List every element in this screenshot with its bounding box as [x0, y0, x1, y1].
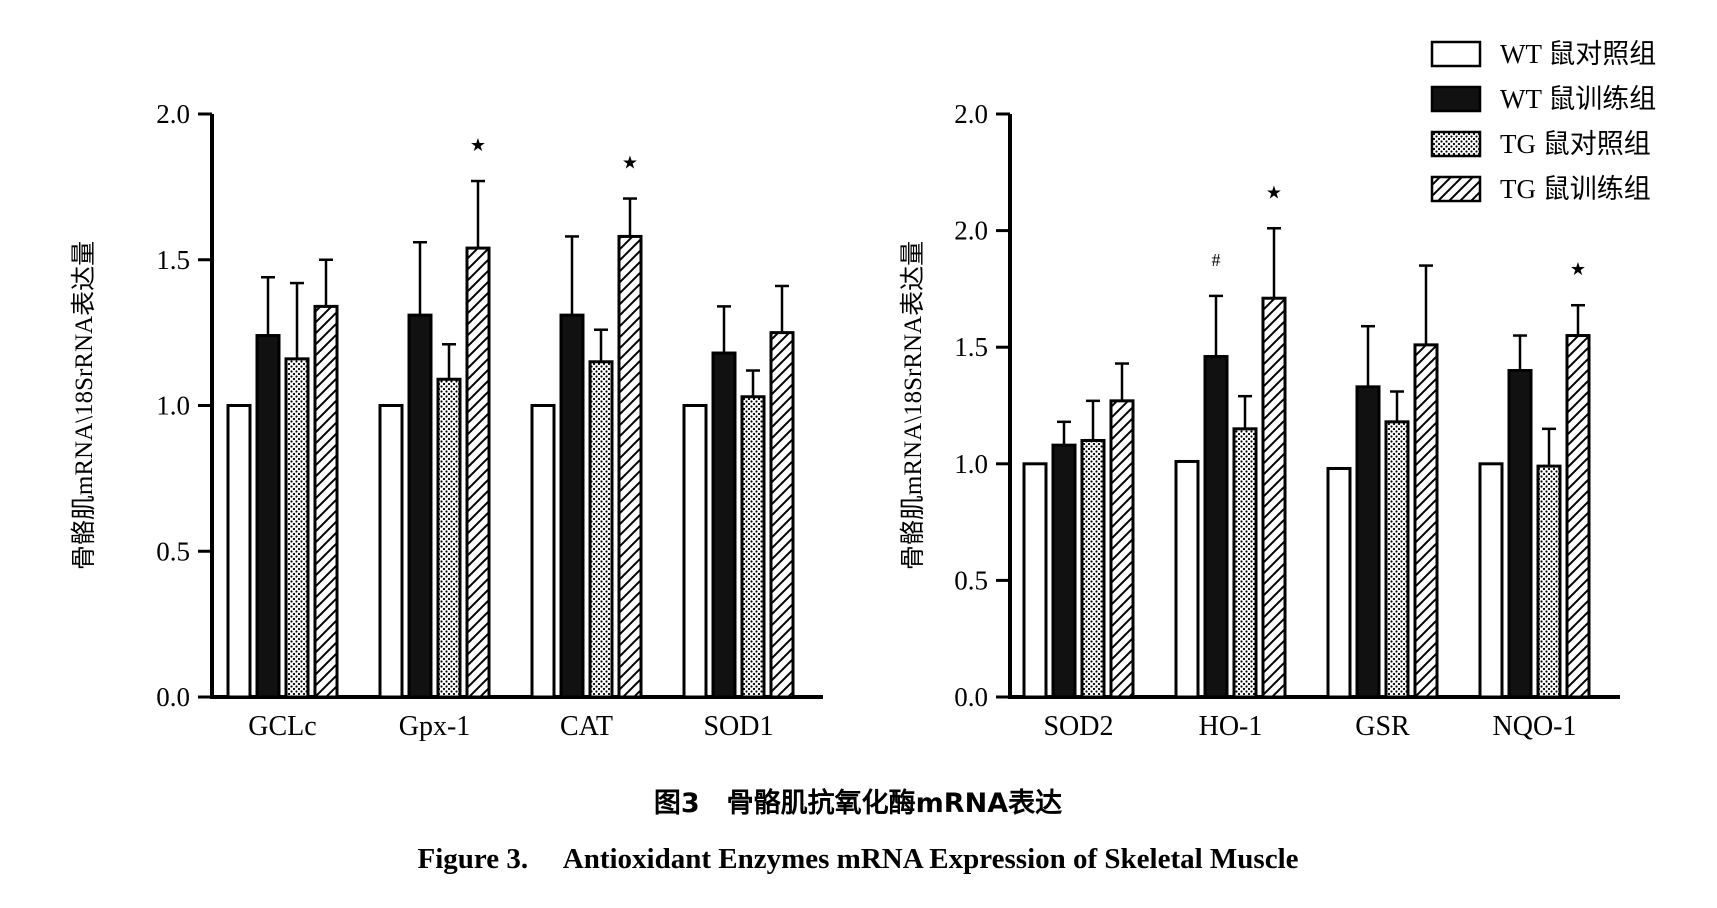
significance-marker: ★ — [1266, 182, 1282, 202]
bar — [1326, 466, 1352, 699]
x-category-label: SOD1 — [703, 711, 773, 742]
bar — [1022, 462, 1048, 699]
caption-chinese: 图3 骨骼肌抗氧化酶mRNA表达 — [654, 787, 1062, 819]
bar — [1174, 459, 1200, 699]
bar — [769, 331, 795, 699]
x-category-label: CAT — [560, 711, 613, 742]
bar — [1261, 296, 1287, 699]
y-tick-label: 1.0 — [156, 391, 190, 421]
bar — [1478, 462, 1504, 699]
y-tick-label: 1.5 — [156, 245, 190, 275]
bar — [313, 304, 339, 699]
significance-marker: ★ — [622, 153, 638, 173]
y-tick-label: 2.0 — [954, 99, 988, 129]
legend-label: TG 鼠对照组 — [1500, 129, 1651, 159]
x-category-label: SOD2 — [1043, 711, 1113, 742]
bar — [226, 404, 252, 699]
bar — [1232, 427, 1258, 699]
bar — [255, 334, 281, 699]
x-category-label: GCLc — [248, 711, 316, 742]
left-bar-chart: 0.0 0.5 1.0 1.5 2.0 骨骼肌mRNA\18SrRNA表达量 GCLc Gpx… — [70, 99, 823, 742]
x-category-label: GSR — [1355, 711, 1410, 742]
significance-marker: # — [1212, 250, 1221, 270]
bar — [711, 351, 737, 699]
y-tick-label: 0.0 — [156, 682, 190, 712]
significance-marker: ★ — [470, 135, 486, 155]
bar — [378, 404, 404, 699]
bar — [682, 404, 708, 699]
bar — [617, 234, 643, 699]
y-tick-label: 1.0 — [954, 449, 988, 479]
y-tick-label: 1.5 — [954, 332, 988, 362]
y-tick-label: 0.5 — [954, 565, 988, 595]
bar — [530, 404, 556, 699]
bar — [588, 360, 614, 699]
x-category-label: NQO-1 — [1493, 711, 1577, 742]
bar — [284, 357, 310, 699]
legend-swatch — [1430, 175, 1482, 203]
bar — [559, 313, 585, 699]
bar — [1413, 343, 1439, 699]
y-tick-label: 0.5 — [156, 536, 190, 566]
bar — [1384, 420, 1410, 699]
significance-marker: ★ — [1570, 259, 1586, 279]
bar — [407, 313, 433, 699]
bar — [740, 395, 766, 699]
legend: WT 鼠对照组 WT 鼠训练组 TG 鼠对照组 TG 鼠训练组 — [1430, 39, 1656, 204]
legend-label: WT 鼠对照组 — [1500, 39, 1656, 69]
x-category-label: Gpx-1 — [399, 711, 471, 742]
bar — [1203, 355, 1229, 699]
bar — [1355, 385, 1381, 699]
bar — [1051, 443, 1077, 699]
legend-label: TG 鼠训练组 — [1500, 174, 1651, 204]
bar — [1080, 438, 1106, 699]
y-tick-label: 2.0 — [156, 99, 190, 129]
legend-swatch — [1430, 85, 1482, 113]
y-axis-label: 骨骼肌mRNA\18SrRNA表达量 — [899, 241, 927, 570]
bar — [1109, 399, 1135, 699]
y-tick-label: 2.0 — [954, 216, 988, 246]
bar — [436, 377, 462, 699]
y-tick-label: 0.0 — [954, 682, 988, 712]
bar — [465, 246, 491, 699]
y-axis-label: 骨骼肌mRNA\18SrRNA表达量 — [70, 241, 98, 570]
caption-english: Figure 3. Antioxidant Enzymes mRNA Expre… — [417, 843, 1298, 875]
legend-swatch — [1430, 130, 1482, 158]
legend-swatch — [1430, 40, 1482, 68]
x-category-label: HO-1 — [1199, 711, 1263, 742]
bar — [1507, 369, 1533, 699]
bar — [1565, 334, 1591, 699]
right-bar-chart: 0.0 0.5 1.0 1.5 2.0 2.0 骨骼肌mRNA\18SrRNA表达量 SOD2… — [899, 99, 1620, 742]
bar — [1536, 464, 1562, 699]
legend-label: WT 鼠训练组 — [1500, 84, 1656, 114]
